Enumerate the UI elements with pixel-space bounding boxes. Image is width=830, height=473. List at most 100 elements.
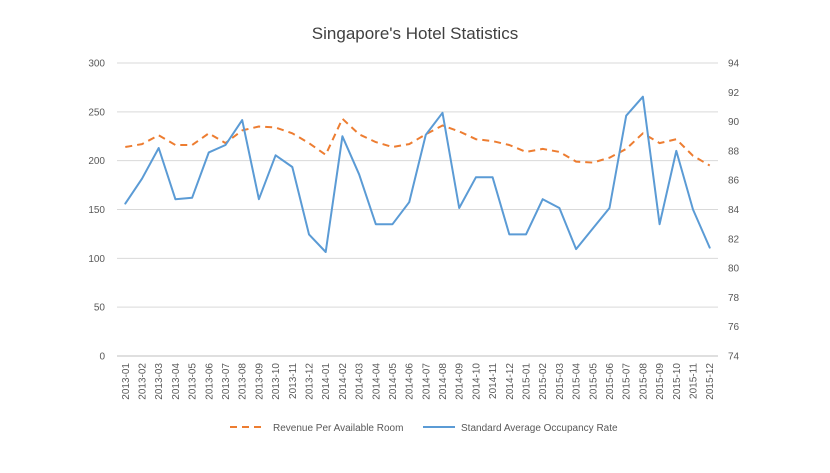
left-tick-label: 150 [88,205,105,216]
legend-label-occupancy: Standard Average Occupancy Rate [461,423,618,434]
data-point-occupancy [525,233,527,235]
data-point-revenue [208,132,210,134]
x-tick-label: 2013-07 [221,363,232,400]
x-tick-label: 2015-06 [605,363,616,400]
x-axis: 2013-01 2013-02 2013-03 2013-04 2013-05 2013-… [117,355,718,400]
data-point-occupancy [158,147,160,149]
data-point-revenue [324,154,326,156]
data-point-occupancy [308,233,310,235]
right-tick-label: 90 [728,117,740,128]
x-tick-label: 2014-04 [371,363,382,400]
data-point-occupancy [708,246,710,248]
data-point-revenue [291,132,293,134]
data-point-revenue [525,151,527,153]
data-point-occupancy [658,223,660,225]
series-line-occupancy [124,95,711,253]
data-point-occupancy [408,201,410,203]
chart-title: Singapore's Hotel Statistics [312,24,518,43]
data-point-revenue [642,132,644,134]
data-point-revenue [191,144,193,146]
data-point-revenue [274,126,276,128]
data-point-revenue [358,133,360,135]
left-tick-label: 0 [99,352,105,363]
x-tick-label: 2013-06 [204,363,215,400]
data-point-revenue [124,146,126,148]
data-point-occupancy [625,115,627,117]
data-point-revenue [158,134,160,136]
data-point-revenue [575,160,577,162]
x-tick-label: 2014-10 [471,363,482,400]
data-point-occupancy [642,95,644,97]
data-point-revenue [508,144,510,146]
x-tick-label: 2013-01 [121,363,132,400]
x-tick-label: 2015-11 [688,363,699,399]
right-tick-label: 78 [728,293,740,304]
data-point-revenue [542,148,544,150]
data-point-occupancy [592,227,594,229]
data-point-occupancy [475,176,477,178]
x-tick-label: 2014-05 [388,363,399,400]
data-point-occupancy [258,198,260,200]
data-point-occupancy [358,173,360,175]
x-tick-label: 2015-09 [655,363,666,400]
left-tick-label: 100 [88,254,105,265]
data-point-revenue [592,161,594,163]
data-point-revenue [558,151,560,153]
right-tick-label: 74 [728,352,740,363]
data-point-occupancy [341,135,343,137]
x-tick-label: 2014-07 [421,363,432,400]
series [124,95,711,253]
data-point-occupancy [608,207,610,209]
data-point-revenue [174,144,176,146]
data-point-occupancy [491,176,493,178]
x-tick-label: 2013-09 [254,363,265,400]
data-point-revenue [608,157,610,159]
data-point-occupancy [291,166,293,168]
x-tick-label: 2015-04 [572,363,583,400]
x-tick-label: 2014-12 [505,363,516,400]
data-point-occupancy [324,251,326,253]
data-point-occupancy [375,223,377,225]
data-point-revenue [375,141,377,143]
x-tick-label: 2015-10 [672,363,683,400]
data-point-occupancy [274,154,276,156]
data-point-revenue [658,142,660,144]
right-tick-label: 82 [728,234,740,245]
data-point-occupancy [141,178,143,180]
data-point-revenue [441,124,443,126]
data-point-revenue [241,129,243,131]
x-tick-label: 2015-03 [555,363,566,400]
data-point-occupancy [241,119,243,121]
x-tick-label: 2013-04 [171,363,182,400]
gridlines [117,62,718,308]
x-tick-label: 2013-03 [154,363,165,400]
data-point-revenue [708,164,710,166]
data-point-occupancy [174,198,176,200]
data-point-occupancy [191,197,193,199]
left-axis: 0 50 100 150 200 250 300 [88,59,105,363]
data-point-revenue [141,143,143,145]
x-tick-label: 2013-05 [188,363,199,400]
data-point-occupancy [425,134,427,136]
right-tick-label: 76 [728,322,740,333]
x-tick-label: 2015-01 [522,363,533,400]
left-tick-label: 250 [88,107,105,118]
data-point-revenue [391,146,393,148]
data-point-occupancy [508,233,510,235]
x-tick-label: 2014-08 [438,363,449,400]
data-point-revenue [308,142,310,144]
x-tick-label: 2015-05 [588,363,599,400]
data-point-occupancy [441,112,443,114]
data-point-occupancy [208,151,210,153]
right-tick-label: 94 [728,59,740,70]
data-point-revenue [491,140,493,142]
x-tick-label: 2015-02 [538,363,549,400]
data-point-occupancy [692,208,694,210]
data-point-occupancy [542,198,544,200]
legend: Revenue Per Available Room Standard Aver… [230,423,618,434]
data-point-revenue [408,143,410,145]
x-tick-label: 2013-08 [238,363,249,400]
x-tick-label: 2014-01 [321,363,332,400]
left-tick-label: 200 [88,156,105,167]
